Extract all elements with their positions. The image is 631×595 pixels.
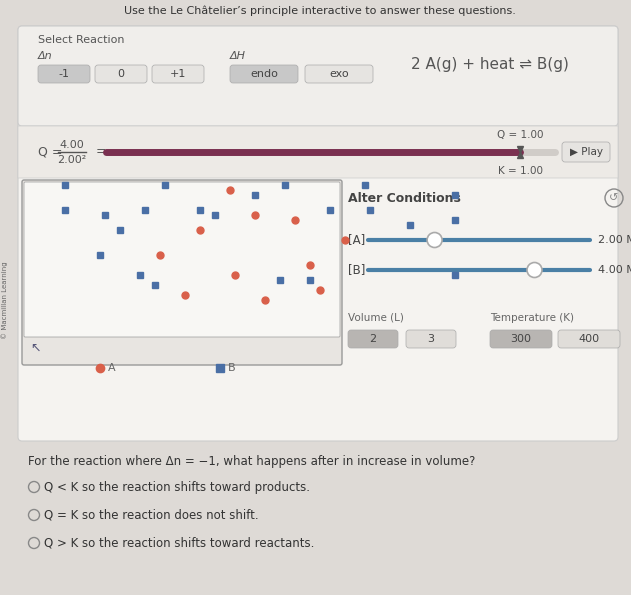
Text: =: = [96, 146, 107, 158]
Text: exo: exo [329, 69, 349, 79]
Text: Alter Conditions: Alter Conditions [348, 192, 461, 205]
Bar [0, 0, 631, 22]
FancyBboxPatch shape [562, 142, 610, 162]
Text: Q =: Q = [38, 146, 62, 158]
Text: 2: 2 [369, 334, 377, 344]
Text: 4.00: 4.00 [59, 140, 85, 150]
Text: 3: 3 [427, 334, 435, 344]
Text: For the reaction where Δn = −1, what happens after in increase in volume?: For the reaction where Δn = −1, what hap… [28, 456, 475, 468]
FancyBboxPatch shape [24, 182, 340, 337]
Text: Q > K so the reaction shifts toward reactants.: Q > K so the reaction shifts toward reac… [44, 537, 314, 550]
Text: 400: 400 [579, 334, 599, 344]
Text: K = 1.00: K = 1.00 [497, 166, 543, 176]
FancyBboxPatch shape [95, 65, 147, 83]
Text: Select Reaction: Select Reaction [38, 35, 124, 45]
Text: 2 A(g) + heat ⇌ B(g): 2 A(g) + heat ⇌ B(g) [411, 58, 569, 73]
FancyBboxPatch shape [18, 126, 618, 178]
FancyBboxPatch shape [305, 65, 373, 83]
FancyBboxPatch shape [490, 330, 552, 348]
Text: ↺: ↺ [610, 193, 618, 203]
Text: endo: endo [250, 69, 278, 79]
Text: A: A [108, 363, 115, 373]
Text: -1: -1 [59, 69, 69, 79]
FancyBboxPatch shape [38, 65, 90, 83]
Text: B: B [228, 363, 235, 373]
Text: 2.00²: 2.00² [57, 155, 86, 165]
Circle shape [527, 262, 542, 277]
Text: Use the Le Châtelier’s principle interactive to answer these questions.: Use the Le Châtelier’s principle interac… [124, 6, 516, 16]
FancyBboxPatch shape [558, 330, 620, 348]
Text: Q = 1.00: Q = 1.00 [497, 130, 543, 140]
Text: [B]: [B] [348, 264, 365, 277]
Text: Temperature (K): Temperature (K) [490, 313, 574, 323]
Text: +1: +1 [170, 69, 186, 79]
Text: © Macmillan Learning: © Macmillan Learning [2, 261, 8, 339]
FancyBboxPatch shape [22, 180, 342, 365]
Text: ΔH: ΔH [230, 51, 246, 61]
Text: ▶ Play: ▶ Play [570, 147, 603, 157]
Text: 2.00 M: 2.00 M [598, 235, 631, 245]
Text: 300: 300 [510, 334, 531, 344]
Text: Q = K so the reaction does not shift.: Q = K so the reaction does not shift. [44, 509, 259, 521]
FancyBboxPatch shape [152, 65, 204, 83]
FancyBboxPatch shape [18, 26, 618, 126]
FancyBboxPatch shape [406, 330, 456, 348]
Text: [A]: [A] [348, 233, 365, 246]
FancyBboxPatch shape [348, 330, 398, 348]
Text: Volume (L): Volume (L) [348, 313, 404, 323]
Text: ↖: ↖ [30, 342, 40, 355]
FancyBboxPatch shape [18, 26, 618, 441]
Text: Q < K so the reaction shifts toward products.: Q < K so the reaction shifts toward prod… [44, 481, 310, 493]
FancyBboxPatch shape [230, 65, 298, 83]
Circle shape [427, 233, 442, 248]
Text: 0: 0 [117, 69, 124, 79]
Text: 4.00 M: 4.00 M [598, 265, 631, 275]
Text: Δn: Δn [38, 51, 52, 61]
